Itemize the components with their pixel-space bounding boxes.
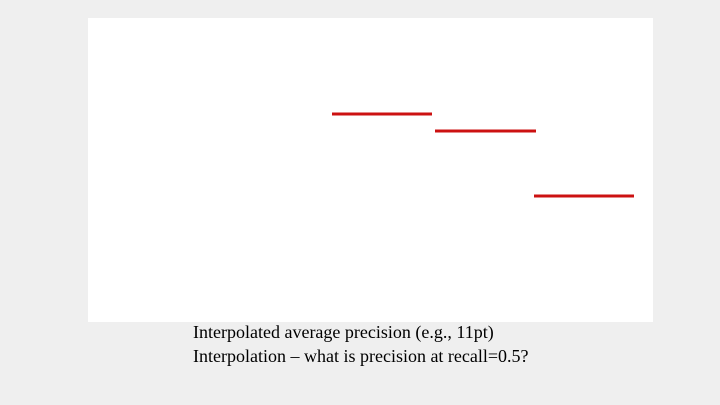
caption-line-2: Interpolation – what is precision at rec… bbox=[193, 346, 529, 366]
caption-line-1: Interpolated average precision (e.g., 11… bbox=[193, 322, 494, 342]
figure-panel bbox=[88, 18, 653, 322]
interpolation-figure bbox=[332, 112, 634, 198]
caption: Interpolated average precision (e.g., 11… bbox=[193, 320, 693, 368]
